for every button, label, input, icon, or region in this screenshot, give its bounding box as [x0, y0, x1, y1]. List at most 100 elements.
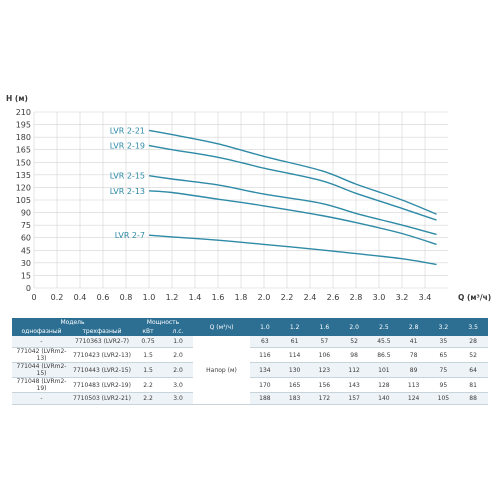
x-tick-label: 3.2 [396, 293, 409, 302]
power-kw: 1.5 [133, 362, 163, 378]
head-value: 89 [398, 362, 429, 378]
power-hp: 2.0 [163, 347, 193, 363]
x-tick-label: 1.4 [189, 293, 202, 302]
x-tick-label: 2.2 [281, 293, 294, 302]
series-label: LVR 2-13 [110, 187, 145, 196]
series-line [148, 234, 437, 266]
power-kw: 0.75 [133, 336, 163, 348]
head-value: 183 [279, 392, 310, 405]
chart-grid [33, 111, 448, 289]
header-q-value: 1.0 [250, 318, 280, 336]
y-tick-label: 150 [16, 158, 31, 167]
head-value: 41 [398, 336, 429, 348]
head-value: 156 [309, 377, 340, 393]
head-value: 106 [309, 347, 340, 363]
series-label: LVR 2-7 [115, 231, 145, 240]
head-value: 157 [339, 392, 369, 405]
power-kw: 2.2 [133, 392, 163, 405]
x-tick-label: 2.6 [327, 293, 340, 302]
x-tick-label: 1.0 [143, 293, 156, 302]
head-value: 165 [279, 377, 310, 393]
series-label: LVR 2-15 [110, 172, 145, 181]
head-label: Напор (м) [193, 336, 250, 405]
header-q-value: 2.0 [339, 318, 369, 336]
head-value: 140 [369, 392, 399, 405]
x-tick-label: 2.8 [350, 293, 363, 302]
three-phase-model: 7710503 (LVR2-21) [71, 392, 133, 405]
x-tick-label: 0.6 [97, 293, 110, 302]
y-tick-label: 120 [16, 183, 31, 192]
single-phase-model: - [12, 392, 71, 405]
table-row: - 7710503 (LVR2-21) 2.2 3.0 188 183 172 … [12, 392, 488, 405]
performance-table: Модель Мощность Q (м³/ч) 1.0 1.2 1.6 2.0… [12, 318, 488, 405]
head-value: 95 [428, 377, 459, 393]
x-tick-label: 2.4 [304, 293, 317, 302]
head-value: 128 [369, 377, 399, 393]
series-label: LVR 2-21 [110, 126, 145, 135]
y-tick-label: 180 [16, 133, 31, 142]
y-tick-labels: 0 15 30 45 60 75 90 105 120 135 150 165 180 195 210 [16, 108, 31, 293]
table-row: 771044 (LVRm2-15) 7710443 (LVR2-15) 1.5 … [12, 362, 488, 378]
header-kw: кВт [133, 327, 163, 336]
header-single-phase: однофазный [12, 327, 71, 336]
x-tick-label: 3.4 [419, 293, 432, 302]
single-phase-model: 771048 (LVRm2-19) [12, 377, 71, 393]
y-tick-label: 75 [21, 221, 31, 230]
series-line [148, 129, 437, 215]
power-kw: 1.5 [133, 347, 163, 363]
head-value: 86.5 [369, 347, 399, 363]
series-label: LVR 2-19 [110, 142, 145, 151]
table-row: - 7710363 (LVR2-7) 0.75 1.0 Напор (м) 63… [12, 336, 488, 405]
head-value: 52 [339, 336, 369, 348]
header-q-value: 3.5 [458, 318, 488, 336]
y-tick-label: 195 [16, 121, 31, 130]
performance-table-container: Модель Мощность Q (м³/ч) 1.0 1.2 1.6 2.0… [12, 318, 488, 405]
y-tick-label: 30 [21, 259, 31, 268]
head-value: 81 [458, 377, 488, 393]
series-line [148, 144, 437, 221]
x-tick-label: 0 [31, 293, 36, 302]
header-q-value: 2.5 [369, 318, 399, 336]
head-value: 113 [398, 377, 429, 393]
head-value: 63 [250, 336, 280, 348]
table-row: 771042 (LVRm2-13) 7710423 (LVR2-13) 1.5 … [12, 347, 488, 363]
head-value: 112 [339, 362, 369, 378]
y-tick-label: 210 [16, 108, 31, 117]
table-row: 771048 (LVRm2-19) 7710483 (LVR2-19) 2.2 … [12, 377, 488, 393]
y-tick-label: 135 [16, 171, 31, 180]
head-value: 114 [279, 347, 310, 363]
head-value: 65 [428, 347, 459, 363]
head-value: 57 [309, 336, 340, 348]
header-q-value: 3.2 [428, 318, 459, 336]
single-phase-model: 771042 (LVRm2-13) [12, 347, 71, 363]
three-phase-model: 7710363 (LVR2-7) [71, 336, 133, 348]
series-line [148, 175, 437, 236]
head-value: 98 [339, 347, 369, 363]
head-value: 52 [458, 347, 488, 363]
head-value: 78 [398, 347, 429, 363]
y-axis-label: H (м) [6, 94, 28, 103]
head-value: 28 [458, 336, 488, 348]
head-value: 64 [458, 362, 488, 378]
y-tick-label: 90 [21, 209, 31, 218]
head-value: 134 [250, 362, 280, 378]
header-q-value: 1.6 [309, 318, 340, 336]
three-phase-model: 7710423 (LVR2-13) [71, 347, 133, 363]
x-tick-label: 2.0 [258, 293, 271, 302]
head-value: 75 [428, 362, 459, 378]
series-lines [148, 129, 437, 266]
y-tick-label: 165 [16, 146, 31, 155]
head-value: 172 [309, 392, 340, 405]
series-labels: LVR 2-21 LVR 2-19 LVR 2-15 LVR 2-13 LVR 2-7 [110, 126, 145, 240]
header-power: Мощность [133, 318, 193, 327]
head-value: 130 [279, 362, 310, 378]
y-tick-label: 45 [21, 246, 31, 255]
header-q: Q (м³/ч) [193, 318, 250, 336]
single-phase-model: 771044 (LVRm2-15) [12, 362, 71, 378]
head-value: 61 [279, 336, 310, 348]
three-phase-model: 7710443 (LVR2-15) [71, 362, 133, 378]
single-phase-model: - [12, 336, 71, 348]
head-value: 116 [250, 347, 280, 363]
head-value: 101 [369, 362, 399, 378]
